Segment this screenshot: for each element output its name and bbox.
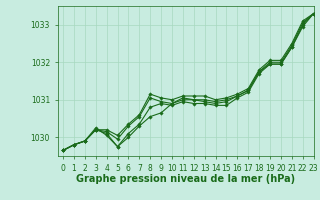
X-axis label: Graphe pression niveau de la mer (hPa): Graphe pression niveau de la mer (hPa)	[76, 174, 295, 184]
